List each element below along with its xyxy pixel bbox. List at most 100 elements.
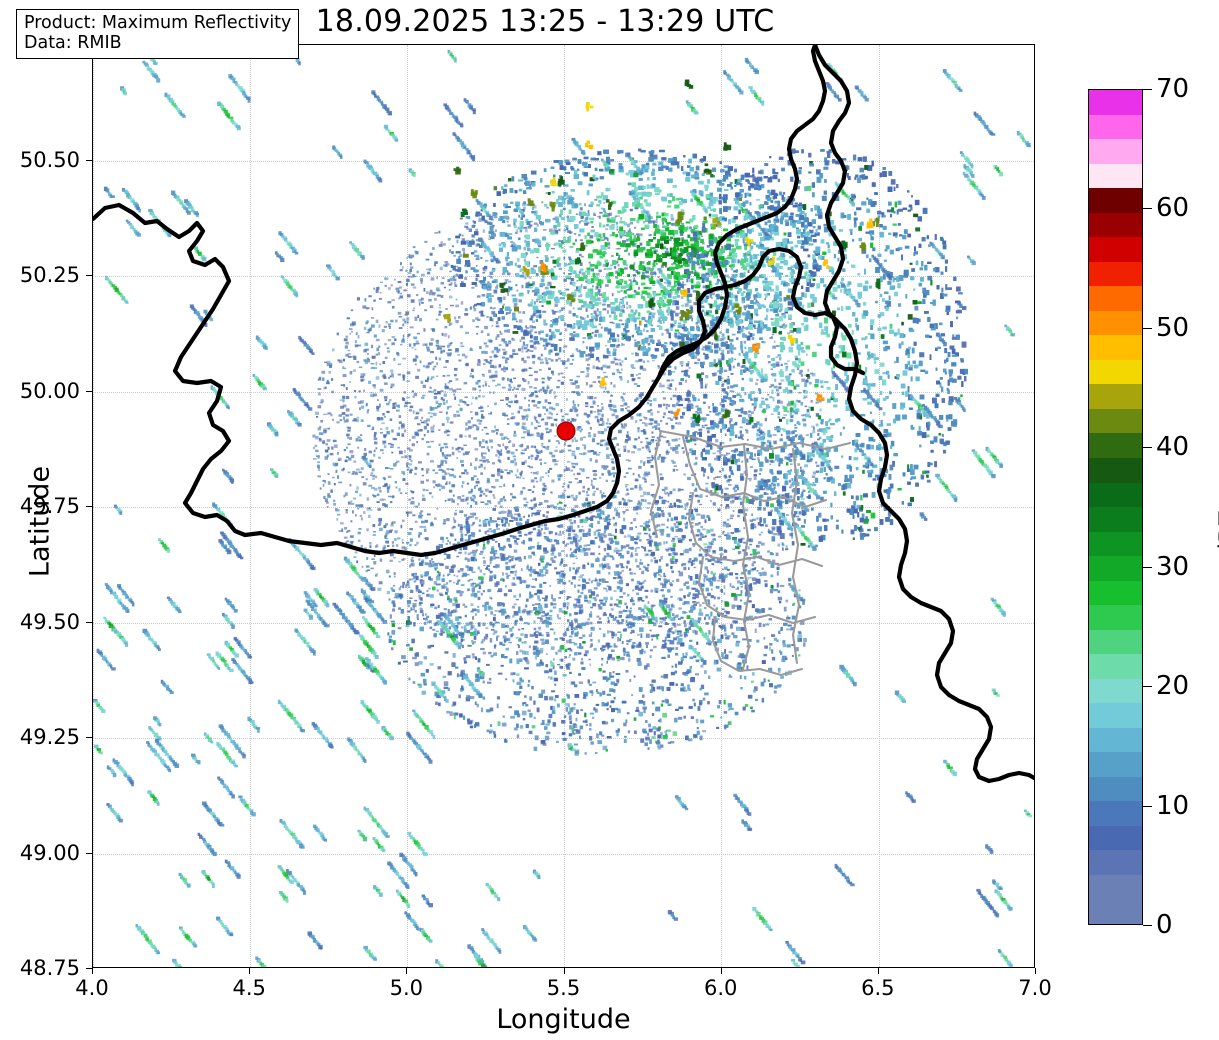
- colorbar-tick: [1143, 805, 1152, 807]
- colorbar-band: [1089, 212, 1142, 238]
- colorbar-band: [1089, 580, 1142, 606]
- colorbar-band: [1089, 801, 1142, 826]
- colorbar-band: [1089, 899, 1142, 924]
- data-source-label: Data: RMIB: [24, 33, 291, 53]
- radar-echo-layer: [93, 47, 1033, 967]
- colorbar-band: [1089, 237, 1142, 262]
- colorbar-band: [1089, 114, 1142, 140]
- gridline-h: [93, 276, 1034, 277]
- colorbar-band: [1089, 629, 1142, 655]
- colorbar-tick-label: 10: [1156, 791, 1189, 821]
- y-tick-label: 49.75: [20, 494, 80, 518]
- x-tick: [406, 968, 408, 974]
- colorbar-tick-label: 70: [1156, 74, 1189, 104]
- gridline-h: [93, 160, 1034, 162]
- x-tick-label: 7.0: [1018, 976, 1051, 1000]
- colorbar-band: [1089, 163, 1142, 189]
- y-tick-label: 50.50: [20, 148, 80, 172]
- gridline-h: [93, 622, 1034, 624]
- colorbar-tick: [1143, 686, 1152, 688]
- x-tick-label: 4.0: [75, 976, 108, 1000]
- x-tick: [249, 968, 251, 974]
- colorbar-tick: [1143, 447, 1152, 449]
- colorbar-band: [1089, 261, 1142, 287]
- x-tick-label: 6.0: [704, 976, 737, 1000]
- figure-title: 18.09.2025 13:25 - 13:29 UTC: [0, 4, 1090, 39]
- colorbar[interactable]: [1088, 89, 1143, 925]
- gridline-v: [250, 45, 251, 967]
- x-tick: [1035, 968, 1036, 974]
- colorbar-tick: [1143, 327, 1152, 329]
- y-tick: [86, 159, 92, 161]
- x-tick-label: 4.5: [232, 976, 265, 1000]
- colorbar-title: dBZ: [1214, 474, 1219, 594]
- radar-site-marker[interactable]: [556, 421, 576, 441]
- colorbar-band: [1089, 654, 1142, 679]
- colorbar-band: [1089, 605, 1142, 630]
- colorbar-tick-label: 20: [1156, 671, 1189, 701]
- product-label: Product: Maximum Reflectivity: [24, 13, 291, 33]
- product-info-box: Product: Maximum Reflectivity Data: RMIB: [16, 9, 300, 59]
- colorbar-tick: [1143, 89, 1152, 90]
- x-tick-label: 6.5: [861, 976, 894, 1000]
- colorbar-band: [1089, 286, 1142, 311]
- colorbar-band: [1089, 139, 1142, 164]
- colorbar-tick: [1143, 208, 1152, 210]
- colorbar-band: [1089, 359, 1142, 385]
- colorbar-band: [1089, 482, 1142, 508]
- x-tick-label: 5.5: [547, 976, 580, 1000]
- admin-boundaries: [649, 429, 852, 677]
- x-tick: [877, 968, 879, 974]
- y-tick: [86, 621, 92, 623]
- map-plot-area[interactable]: [92, 44, 1035, 968]
- x-axis-label: Longitude: [92, 1004, 1035, 1035]
- colorbar-band: [1089, 825, 1142, 851]
- colorbar-tick-label: 30: [1156, 552, 1189, 582]
- map-canvas: [93, 45, 1034, 967]
- y-tick: [86, 737, 92, 738]
- colorbar-band: [1089, 875, 1142, 900]
- y-tick-label: 50.25: [20, 263, 80, 287]
- colorbar-tick-label: 40: [1156, 432, 1189, 462]
- colorbar-tick-label: 50: [1156, 313, 1189, 343]
- colorbar-tick: [1143, 925, 1152, 926]
- colorbar-band: [1089, 384, 1142, 409]
- y-tick-label: 48.75: [20, 956, 80, 980]
- y-tick: [86, 852, 92, 854]
- y-tick-label: 50.00: [20, 379, 80, 403]
- y-tick: [86, 275, 92, 276]
- colorbar-band: [1089, 850, 1142, 875]
- x-tick-label: 5.0: [390, 976, 423, 1000]
- x-tick: [92, 968, 93, 974]
- colorbar-band: [1089, 752, 1142, 777]
- colorbar-tick-label: 0: [1156, 910, 1173, 940]
- colorbar-band: [1089, 776, 1142, 802]
- colorbar-band: [1089, 310, 1142, 336]
- colorbar-tick: [1143, 566, 1152, 568]
- y-tick: [86, 968, 92, 969]
- colorbar-band: [1089, 335, 1142, 360]
- y-axis-label: Latitude: [25, 422, 56, 622]
- gridline-v: [879, 45, 880, 967]
- x-tick: [563, 968, 565, 974]
- y-tick-label: 49.50: [20, 610, 80, 634]
- y-tick: [86, 390, 92, 392]
- colorbar-tick-label: 60: [1156, 193, 1189, 223]
- colorbar-band: [1089, 531, 1142, 557]
- colorbar-band: [1089, 188, 1142, 213]
- country-borders: [93, 45, 1034, 784]
- colorbar-band: [1089, 678, 1142, 704]
- gridline-v: [407, 45, 408, 967]
- colorbar-band: [1089, 507, 1142, 532]
- colorbar-band: [1089, 457, 1142, 483]
- colorbar-band: [1089, 727, 1142, 753]
- colorbar-band: [1089, 90, 1142, 115]
- map-border-layer: [93, 45, 1034, 784]
- y-tick: [86, 506, 92, 507]
- colorbar-bands: [1089, 90, 1142, 924]
- colorbar-band: [1089, 408, 1142, 434]
- gridline-v: [93, 45, 94, 967]
- gridline-h: [93, 391, 1034, 393]
- gridline-h: [93, 853, 1034, 855]
